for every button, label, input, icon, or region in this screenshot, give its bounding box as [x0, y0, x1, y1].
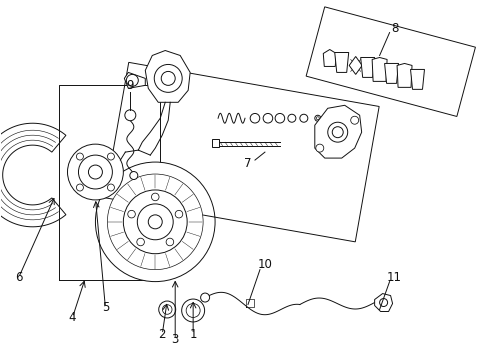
- Circle shape: [124, 110, 136, 121]
- Text: 11: 11: [386, 271, 401, 284]
- Circle shape: [67, 144, 123, 200]
- Text: 3: 3: [171, 333, 179, 346]
- Circle shape: [175, 210, 183, 218]
- Circle shape: [166, 238, 173, 246]
- Circle shape: [76, 153, 83, 160]
- Circle shape: [379, 298, 387, 306]
- Circle shape: [107, 184, 114, 191]
- Circle shape: [78, 155, 112, 189]
- Circle shape: [182, 299, 204, 322]
- Polygon shape: [374, 293, 392, 311]
- Circle shape: [314, 115, 320, 121]
- Circle shape: [129, 171, 138, 180]
- Text: 1: 1: [189, 328, 197, 341]
- Circle shape: [154, 64, 182, 92]
- Text: 6: 6: [15, 271, 22, 284]
- Circle shape: [299, 114, 307, 122]
- Polygon shape: [314, 105, 361, 158]
- Polygon shape: [0, 123, 66, 227]
- Polygon shape: [410, 69, 424, 89]
- Circle shape: [275, 113, 284, 123]
- Circle shape: [88, 165, 102, 179]
- Circle shape: [315, 144, 323, 152]
- Circle shape: [350, 116, 358, 124]
- Polygon shape: [360, 58, 374, 77]
- Circle shape: [316, 117, 319, 120]
- Circle shape: [263, 113, 272, 123]
- Text: 10: 10: [257, 258, 272, 271]
- Text: 5: 5: [102, 301, 109, 314]
- Circle shape: [151, 193, 159, 201]
- Circle shape: [159, 301, 175, 318]
- Circle shape: [287, 114, 295, 122]
- Polygon shape: [124, 72, 145, 88]
- Circle shape: [123, 190, 187, 254]
- Circle shape: [137, 238, 144, 246]
- Circle shape: [137, 204, 173, 240]
- Text: 4: 4: [69, 311, 76, 324]
- Circle shape: [95, 162, 215, 282]
- Polygon shape: [334, 53, 348, 72]
- Circle shape: [107, 174, 203, 270]
- Polygon shape: [384, 63, 398, 84]
- Circle shape: [200, 293, 209, 302]
- Circle shape: [148, 215, 162, 229]
- Circle shape: [326, 115, 332, 121]
- Polygon shape: [145, 50, 190, 102]
- Polygon shape: [371, 58, 386, 81]
- Polygon shape: [323, 50, 336, 67]
- Circle shape: [327, 117, 330, 120]
- Text: 7: 7: [244, 157, 251, 170]
- Polygon shape: [348, 57, 362, 75]
- Polygon shape: [396, 63, 411, 87]
- Text: 8: 8: [390, 22, 397, 35]
- Circle shape: [327, 122, 347, 142]
- Circle shape: [127, 210, 135, 218]
- Bar: [212, 139, 219, 147]
- Text: 9: 9: [126, 79, 134, 92]
- Circle shape: [162, 305, 172, 314]
- Circle shape: [126, 75, 138, 86]
- Circle shape: [186, 303, 200, 318]
- Circle shape: [250, 113, 259, 123]
- Text: 2: 2: [158, 328, 165, 341]
- Circle shape: [331, 127, 343, 138]
- Circle shape: [107, 153, 114, 160]
- Circle shape: [161, 71, 175, 85]
- Circle shape: [76, 184, 83, 191]
